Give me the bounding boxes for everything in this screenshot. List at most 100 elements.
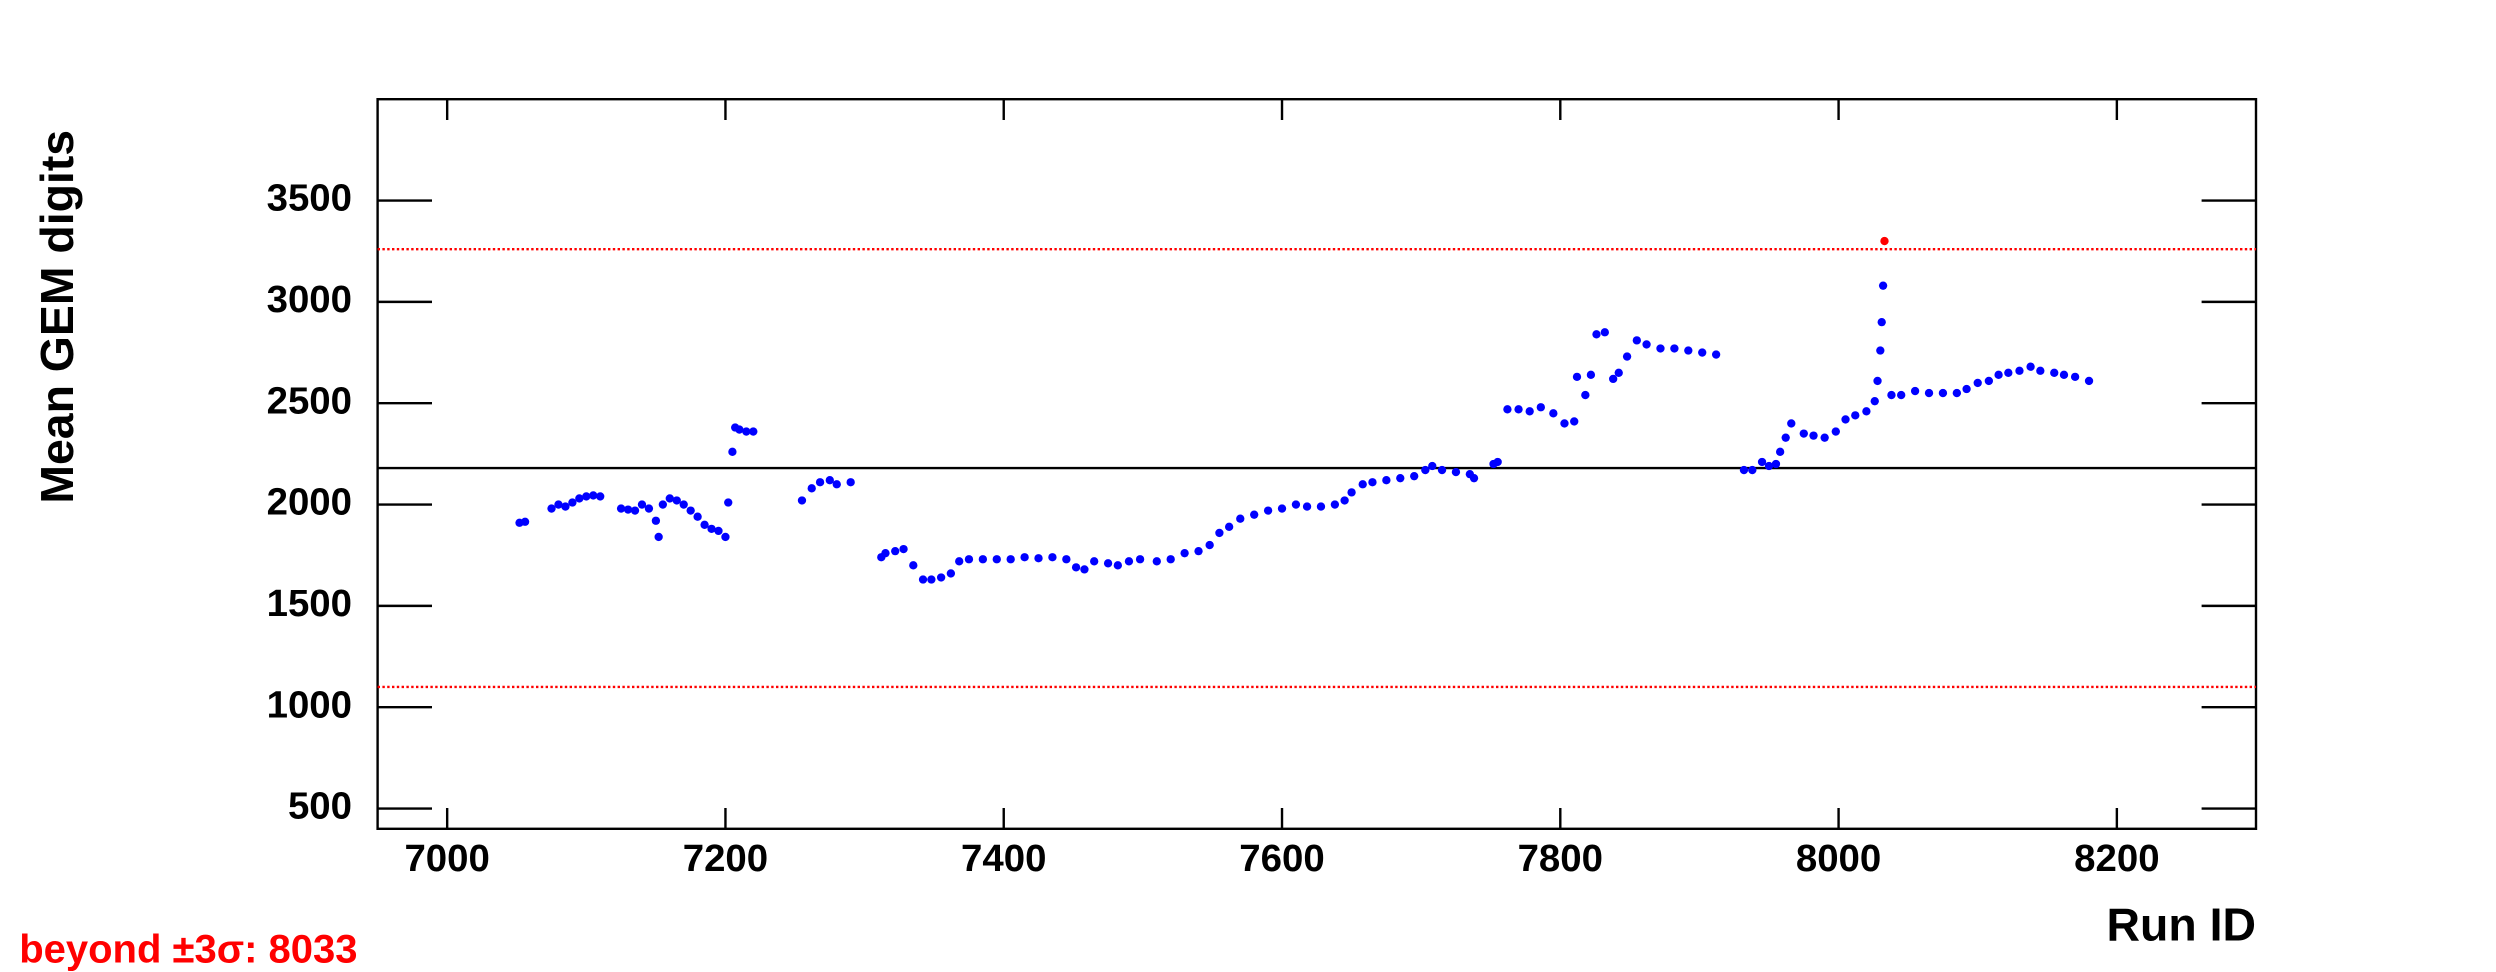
data-point [815, 478, 825, 487]
data-point [2004, 368, 2013, 377]
data-point [909, 561, 918, 570]
data-point [1469, 474, 1479, 483]
y-tick-label: 3000 [267, 278, 352, 321]
data-point [1560, 419, 1569, 428]
data-point [1757, 457, 1767, 467]
data-point [946, 569, 956, 578]
data-point [1236, 514, 1245, 523]
data-point [1781, 433, 1790, 442]
y-tick-label: 1500 [267, 582, 352, 625]
data-point [735, 425, 744, 434]
data-point [693, 512, 702, 521]
data-point [1873, 376, 1882, 386]
data-point [1006, 555, 1015, 564]
data-point [1215, 528, 1224, 538]
data-point [936, 573, 946, 582]
data-point [1984, 376, 1994, 386]
y-tick-label: 2000 [267, 481, 352, 524]
data-point [881, 549, 890, 558]
data-point [1572, 372, 1582, 382]
data-point [1870, 397, 1879, 406]
data-point [846, 478, 855, 487]
data-point [1841, 415, 1850, 424]
data-point [1897, 390, 1906, 400]
data-point [1642, 340, 1651, 349]
data-point [568, 498, 577, 507]
data-point [1698, 348, 1707, 357]
data-point [1862, 407, 1871, 416]
data-point [1600, 328, 1609, 337]
data-point [644, 504, 654, 513]
data-point [1670, 344, 1679, 353]
x-tick-label: 7200 [683, 837, 768, 880]
data-point [561, 502, 570, 511]
data-point [728, 447, 737, 456]
data-point [1851, 411, 1860, 420]
data-point [1787, 419, 1796, 428]
data-point [1632, 336, 1641, 345]
data-point [1887, 390, 1896, 400]
data-point [2036, 366, 2045, 375]
data-point [1592, 330, 1601, 339]
data-point [1878, 281, 1888, 290]
data-point [1368, 478, 1377, 487]
data-point [1570, 417, 1579, 426]
data-point [1739, 465, 1749, 475]
data-point [1152, 557, 1161, 566]
data-point [1194, 546, 1203, 556]
data-point [1410, 472, 1419, 481]
data-point [1034, 554, 1043, 563]
data-point [2070, 372, 2080, 382]
data-point [899, 544, 908, 554]
data-point [797, 496, 807, 505]
data-point [1924, 388, 1934, 398]
data-point [1514, 405, 1523, 414]
data-point [1799, 429, 1808, 438]
data-point [679, 500, 688, 509]
data-point [724, 498, 733, 507]
data-point [637, 500, 647, 509]
data-point [807, 484, 816, 493]
data-point [1614, 368, 1623, 377]
x-tick-label: 7000 [404, 837, 489, 880]
data-point [1775, 447, 1785, 456]
data-point [1302, 502, 1312, 511]
y-tick-label: 1000 [267, 683, 352, 726]
data-point [1876, 346, 1885, 355]
data-point [1973, 378, 1982, 388]
data-point [1831, 427, 1840, 436]
data-point [707, 524, 716, 534]
data-point [651, 516, 661, 525]
data-point [1656, 344, 1665, 353]
data-point [575, 494, 584, 503]
data-point [1071, 563, 1081, 572]
data-point [1062, 555, 1071, 564]
data-point [1090, 557, 1099, 566]
data-point [1135, 555, 1145, 564]
data-point [1316, 502, 1326, 511]
data-point [1358, 480, 1367, 489]
data-point [992, 555, 1001, 564]
data-point [1880, 236, 1889, 246]
data-point [749, 427, 758, 436]
data-point [1124, 557, 1134, 566]
x-axis-title: Run ID [2107, 898, 2256, 950]
data-point [700, 520, 709, 529]
data-point [1820, 433, 1829, 442]
data-point [1428, 461, 1437, 471]
data-point [1437, 465, 1447, 475]
data-point [955, 557, 964, 566]
data-point [825, 476, 834, 485]
data-point [1586, 370, 1596, 379]
data-point [1684, 346, 1693, 355]
data-point [1994, 370, 2003, 379]
data-point [721, 532, 730, 542]
data-point [832, 480, 841, 489]
x-tick-label: 7600 [1239, 837, 1324, 880]
data-point [1103, 559, 1113, 568]
data-point [742, 427, 751, 436]
data-point [1764, 461, 1774, 471]
data-point [978, 555, 988, 564]
y-tick-label: 3500 [267, 177, 352, 220]
